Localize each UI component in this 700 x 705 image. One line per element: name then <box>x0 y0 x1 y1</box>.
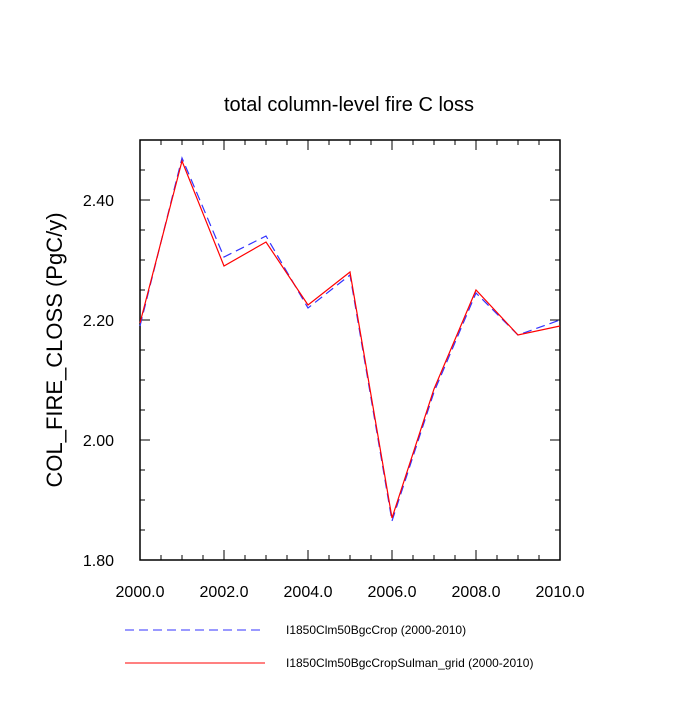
legend: I1850Clm50BgcCrop (2000-2010) I1850Clm50B… <box>125 623 533 670</box>
y-axis-label: COL_FIRE_CLOSS (PgC/y) <box>42 212 67 487</box>
y-tick-label: 2.00 <box>83 433 114 450</box>
legend-label-2: I1850Clm50BgcCropSulman_grid (2000-2010) <box>286 656 533 670</box>
y-tick-label: 2.20 <box>83 313 114 330</box>
y-tick-label: 1.80 <box>83 553 114 570</box>
x-tick-label: 2006.0 <box>368 584 417 601</box>
x-tick-label: 2008.0 <box>452 584 501 601</box>
y-tick-label: 2.40 <box>83 193 114 210</box>
series-line-2 <box>139 159 561 519</box>
x-tick-label: 2004.0 <box>284 584 333 601</box>
plot-area: 2000.0 2002.0 2004.0 2006.0 2008.0 2010.0 1.80… <box>83 139 585 601</box>
legend-label-1: I1850Clm50BgcCrop (2000-2010) <box>286 623 466 637</box>
plot-frame <box>139 139 561 561</box>
x-tick-label: 2000.0 <box>116 584 165 601</box>
chart-title: total column-level fire C loss <box>224 94 474 116</box>
x-tick-label: 2010.0 <box>536 584 585 601</box>
x-tick-label: 2002.0 <box>200 584 249 601</box>
